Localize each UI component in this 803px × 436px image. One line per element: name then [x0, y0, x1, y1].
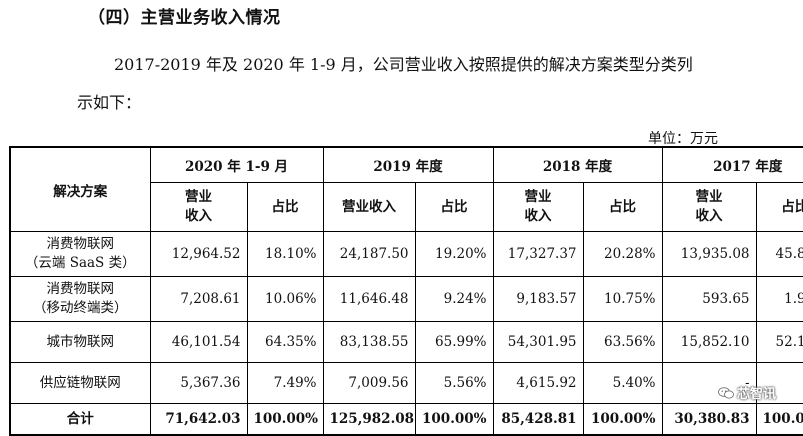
- table-row: 消费物联网 （云端 SaaS 类） 12,964.52 18.10% 24,187…: [9, 231, 803, 277]
- unit-label: 单位：万元: [648, 131, 718, 147]
- revenue-header: 营业收入: [661, 182, 757, 232]
- cell-share: -: [755, 362, 803, 404]
- share-header: 占比: [414, 182, 494, 232]
- cell-share: 9.24%: [414, 276, 494, 322]
- section-heading: （四）主营业务收入情况: [88, 8, 281, 28]
- revenue-header: 营业收入: [149, 182, 248, 232]
- revenue-table: 解决方案 2020 年 1-9 月 2019 年度 2018 年度 2017 年…: [9, 146, 803, 436]
- cell-share: 64.35%: [246, 321, 324, 363]
- cell-share: 5.56%: [414, 362, 494, 404]
- cell-share: 10.06%: [246, 276, 324, 322]
- total-share: 100.00%: [414, 403, 494, 436]
- header-row-metrics: 营业 收入 占比 营业收入 占比 营业 收入 占比 营业 收入 占比: [10, 182, 803, 232]
- cell-revenue: 9,183.57: [492, 276, 584, 322]
- cell-revenue: 46,101.54: [149, 321, 248, 363]
- cell-revenue: 15,852.10: [661, 321, 757, 363]
- share-header: 占比: [246, 182, 324, 232]
- cell-share: 52.18%: [755, 321, 803, 363]
- period-header-2020: 2020 年 1-9 月: [149, 146, 324, 183]
- solution-header: 解决方案: [9, 146, 151, 232]
- total-revenue: 85,428.81: [492, 403, 584, 436]
- cell-share: 45.87%: [755, 231, 803, 277]
- watermark-text: 芯智讯: [737, 387, 777, 402]
- cell-share: 65.99%: [414, 321, 494, 363]
- intro-line-2: 示如下：: [77, 93, 142, 112]
- table-row: 城市物联网 46,101.54 64.35% 83,138.55 65.99% …: [9, 321, 803, 363]
- cell-share: 10.75%: [582, 276, 663, 322]
- header-row-periods: 解决方案 2020 年 1-9 月 2019 年度 2018 年度 2017 年…: [9, 146, 803, 232]
- cell-share: 20.28%: [582, 231, 663, 277]
- total-label: 合计: [9, 403, 151, 436]
- row-label: 城市物联网: [9, 321, 151, 363]
- total-row: 合计 71,642.03 100.00% 125,982.08 100.00% …: [9, 403, 803, 436]
- row-label: 供应链物联网: [9, 362, 151, 404]
- cell-revenue: 24,187.50: [322, 231, 416, 277]
- total-share: 100.00%: [755, 403, 803, 436]
- table-row: 消费物联网 （移动终端类） 7,208.61 10.06% 11,646.48 9…: [9, 276, 803, 322]
- total-revenue: 71,642.03: [149, 403, 248, 436]
- cell-share: 19.20%: [414, 231, 494, 277]
- share-header: 占比: [755, 182, 803, 232]
- revenue-header: 营业收入: [322, 182, 416, 232]
- cell-share: 7.49%: [246, 362, 324, 404]
- cell-revenue: 11,646.48: [322, 276, 416, 322]
- cell-revenue: 17,327.37: [492, 231, 584, 277]
- period-header-2018: 2018 年度: [492, 146, 663, 183]
- revenue-header: 营业收入: [492, 182, 584, 232]
- cell-revenue: 54,301.95: [492, 321, 584, 363]
- intro-paragraph: 2017-2019 年及 2020 年 1-9 月，公司营业收入按照提供的解决方…: [77, 46, 748, 122]
- total-revenue: 30,380.83: [661, 403, 757, 436]
- total-revenue: 125,982.08: [322, 403, 416, 436]
- wechat-icon: [718, 386, 734, 399]
- cell-revenue: 7,009.56: [322, 362, 416, 404]
- cell-revenue: -: [661, 362, 757, 404]
- share-header: 占比: [582, 182, 663, 232]
- watermark: 芯智讯: [718, 383, 776, 402]
- total-share: 100.00%: [582, 403, 663, 436]
- row-label: 消费物联网 （移动终端类）: [9, 276, 151, 322]
- cell-revenue: 7,208.61: [149, 276, 248, 322]
- intro-line-1: 2017-2019 年及 2020 年 1-9 月，公司营业收入按照提供的解决方…: [114, 55, 693, 74]
- cell-revenue: 593.65: [661, 276, 757, 322]
- period-header-2017: 2017 年度: [661, 146, 803, 183]
- cell-revenue: 4,615.92: [492, 362, 584, 404]
- cell-revenue: 12,964.52: [149, 231, 248, 277]
- cell-revenue: 13,935.08: [661, 231, 757, 277]
- cell-revenue: 83,138.55: [322, 321, 416, 363]
- row-label: 消费物联网 （云端 SaaS 类）: [9, 231, 151, 277]
- cell-share: 5.40%: [582, 362, 663, 404]
- cell-share: 1.95%: [755, 276, 803, 322]
- cell-share: 18.10%: [246, 231, 324, 277]
- period-header-2019: 2019 年度: [322, 146, 494, 183]
- table-row: 供应链物联网 5,367.36 7.49% 7,009.56 5.56% 4,6…: [9, 362, 803, 404]
- total-share: 100.00%: [246, 403, 324, 436]
- cell-share: 63.56%: [582, 321, 663, 363]
- cell-revenue: 5,367.36: [149, 362, 248, 404]
